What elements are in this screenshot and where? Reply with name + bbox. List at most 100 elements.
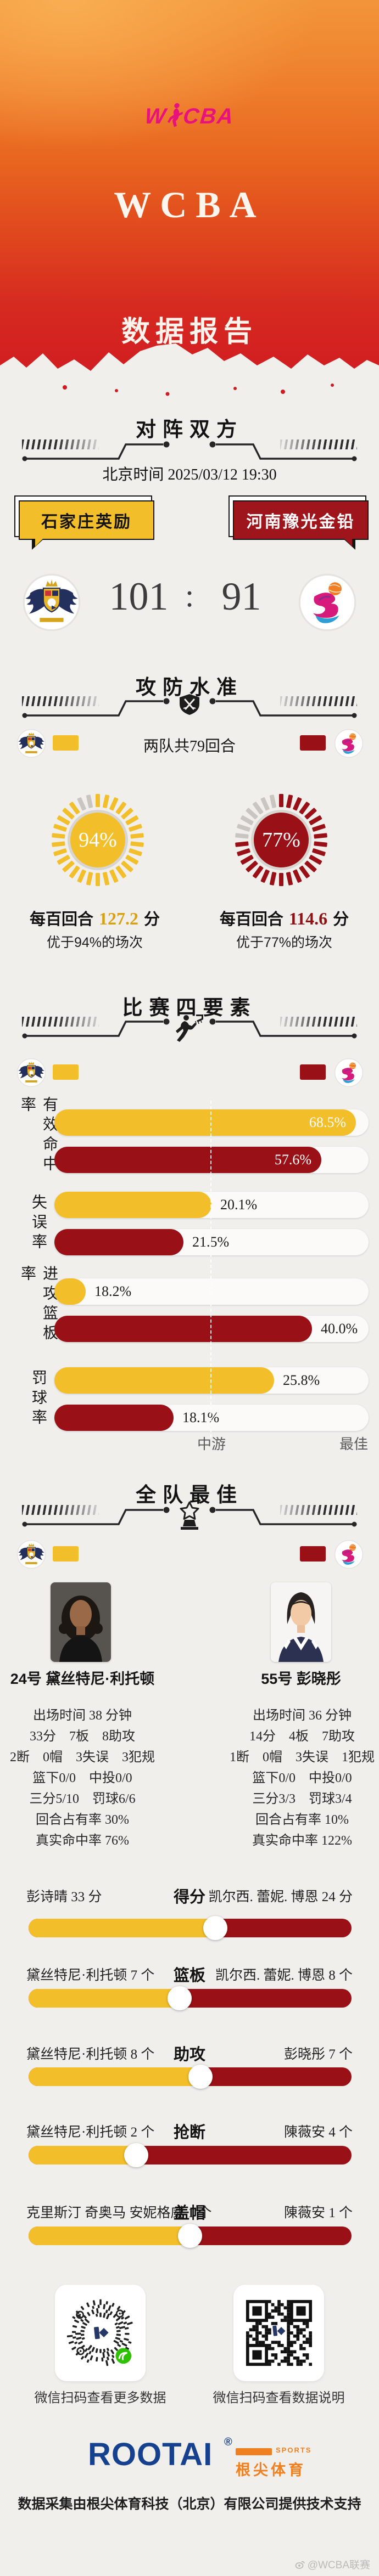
gauge-tick: [260, 797, 270, 811]
factor-label: 失误率: [30, 1194, 47, 1253]
factor-value: 18.1%: [182, 1410, 220, 1425]
home-team-logo-small: [16, 729, 46, 758]
gauge-tick: [292, 869, 302, 883]
away-pace-gauge: 77%: [229, 788, 333, 892]
gauge-tick: [130, 841, 144, 847]
player-stat-line: 1断 0帽 3失误 1犯规: [230, 1750, 375, 1765]
score-colon: :: [185, 578, 194, 613]
comparison-right-player: 陳薇安 1 个: [283, 2206, 353, 2220]
dunk-player-icon: [176, 1014, 203, 1042]
gauge-tick: [109, 869, 119, 883]
comparison-bar-home: [29, 2226, 190, 2245]
gauge-tick: [269, 871, 277, 886]
divider-lines: [22, 441, 357, 461]
comparison-bar-home: [29, 1989, 180, 2008]
comparison-bar-home: [29, 2146, 136, 2164]
factor-bar-home: [54, 1278, 86, 1305]
four-factors-chart: 有效命中率 68.5% 57.6% 失误率 20.1% 21.5% 进攻篮板率 18.2% 40…: [0, 1096, 379, 1438]
player-stat-line: 出场时间 38 分钟: [33, 1709, 132, 1723]
divider-lines: [22, 1014, 357, 1042]
player-stat-line: 三分5/10 罚球6/6: [29, 1792, 136, 1806]
home-team-banner: 石家庄英励: [14, 495, 154, 550]
possessions-note: 两队共79回合: [143, 738, 236, 755]
factor-label: 罚球率: [30, 1369, 47, 1429]
watermark: @WCBA联赛: [294, 2557, 370, 2572]
factor-label: 进攻篮板率: [19, 1265, 58, 1344]
comparison-right-player: 彭晓彤 7 个: [283, 2047, 353, 2062]
factor-value: 40.0%: [321, 1321, 358, 1337]
comparison-bar: [29, 2146, 352, 2164]
torn-paper-edge: [0, 343, 379, 417]
gauge-tick: [102, 794, 110, 809]
comparison-left-player: 黛丝特尼·利托顿 8 个: [26, 2047, 155, 2062]
player-stat-line: 33分 7板 8助攻: [30, 1729, 135, 1744]
gauge-tick: [52, 841, 65, 847]
qr-card-more-data: [55, 2285, 146, 2381]
gauge-tick: [314, 833, 327, 839]
player-stat-line: 真实命中率 76%: [36, 1834, 129, 1848]
comparison-right-player: 凯尔西. 蕾妮. 博恩 8 个: [215, 1968, 353, 1983]
footer-note: 数据采集由根尖体育科技（北京）有限公司提供技术支持: [18, 2496, 361, 2512]
comparison-split-marker: [178, 2224, 202, 2248]
factor-label: 有效命中率: [19, 1096, 58, 1175]
factor-value: 68.5%: [309, 1114, 346, 1130]
home-gauge-percent: 94%: [70, 813, 125, 867]
comparison-split-marker: [124, 2143, 148, 2167]
comparison-bar-home: [29, 2067, 200, 2086]
game-datetime: 北京时间 2025/03/12 19:30: [102, 466, 277, 483]
wechat-miniprogram-qr-code: [66, 2299, 133, 2366]
factor-value: 25.8%: [283, 1372, 320, 1388]
hatch-stripes-right: [280, 696, 357, 706]
factor-value: 57.6%: [274, 1152, 311, 1168]
factor-bar-home: [54, 1367, 274, 1394]
gauge-tick: [77, 869, 87, 883]
hero-subtitle: 数据报告: [121, 316, 258, 348]
gauge-tick: [286, 794, 293, 809]
comparison-right-player: 凯尔西. 蕾妮. 博恩 24 分: [208, 1890, 353, 1904]
divider-four-factors: [22, 1013, 357, 1048]
player-stat-line: 真实命中率 122%: [252, 1834, 352, 1848]
away-color-swatch: [300, 1546, 326, 1562]
factor-value: 20.1%: [220, 1197, 258, 1213]
away-team-logo: [298, 573, 357, 632]
away-score: 91: [221, 574, 261, 618]
rootai-brand-name: ROOTAI: [88, 2437, 213, 2472]
player-stat-line: 回合占有率 30%: [36, 1813, 129, 1827]
gauge-tick: [128, 848, 143, 856]
comparison-stat-label: 盖帽: [173, 2205, 205, 2222]
hatch-stripes-right: [280, 439, 357, 449]
watermark-text: @WCBA联赛: [307, 2560, 370, 2571]
brand-orange-bar: [236, 2448, 272, 2455]
registered-mark: ®: [224, 2436, 232, 2448]
section-title-pace: 攻防水准: [136, 676, 243, 698]
hero-title: WCBA: [114, 184, 265, 226]
home-team-name: 石家庄英励: [19, 500, 154, 540]
gauge-tick: [235, 841, 249, 847]
gauge-tick: [86, 794, 93, 809]
home-pace-note: 优于94%的场次: [46, 935, 143, 950]
divider-best: [22, 1501, 357, 1536]
player-stat-line: 14分 4板 7助攻: [249, 1729, 355, 1744]
stat-comparison-rows: 彭诗晴 33 分 得分 凯尔西. 蕾妮. 博恩 24 分黛丝特尼·利托顿 7 个 篮板…: [0, 1886, 379, 2270]
wcba-logo-cba: CBA: [182, 104, 236, 128]
gauge-tick: [235, 833, 249, 839]
home-pace-points: 127.2: [99, 909, 138, 928]
player-stat-line: 出场时间 36 分钟: [253, 1709, 352, 1723]
home-pace-unit: 分: [144, 911, 160, 928]
shield-swords-icon: [180, 694, 199, 715]
home-player-photo: [51, 1582, 111, 1662]
home-player-stats: 出场时间 38 分钟 33分 7板 8助攻 2断 0帽 3失误 3犯规 篮下0/0 中…: [0, 1705, 165, 1851]
home-color-swatch: [53, 1064, 79, 1080]
gauge-tick: [279, 794, 283, 807]
wcba-logo-w: W: [143, 104, 168, 128]
away-color-swatch: [300, 735, 326, 751]
home-color-swatch: [53, 735, 79, 751]
comparison-stat-label: 抢断: [173, 2124, 205, 2141]
comparison-left-player: 黛丝特尼·利托顿 2 个: [26, 2125, 155, 2140]
comparison-bar-home: [29, 1919, 215, 1937]
home-color-swatch: [53, 1546, 79, 1562]
section-title-matchup: 对阵双方: [136, 418, 243, 441]
gauge-tick: [308, 815, 322, 826]
gauge-tick: [53, 848, 68, 856]
